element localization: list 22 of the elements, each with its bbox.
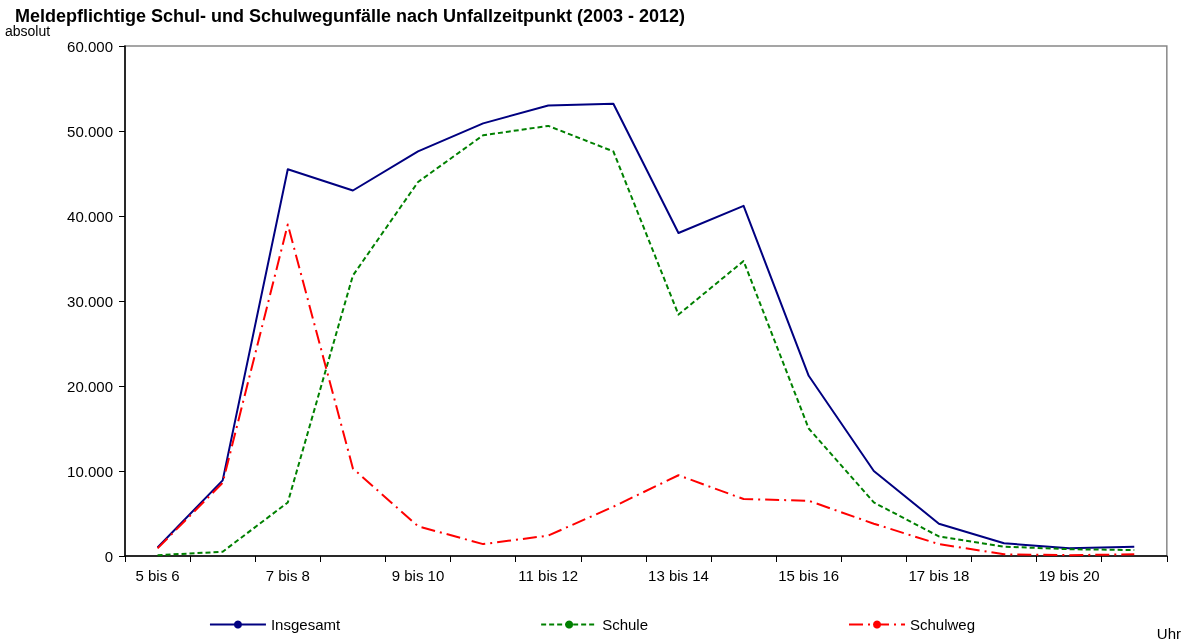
- legend-label: Schulweg: [910, 616, 976, 633]
- y-tick-label: 50.000: [67, 122, 113, 140]
- x-tick-label: 15 bis 16: [778, 567, 840, 584]
- y-axis-title: absolut: [5, 23, 51, 39]
- y-tick-label: 0: [104, 547, 113, 565]
- y-tick-label: 40.000: [67, 207, 113, 225]
- y-tick-label: 20.000: [67, 377, 113, 395]
- x-tick-label: 7 bis 8: [265, 567, 310, 584]
- y-tick-label: 10.000: [67, 462, 113, 480]
- x-tick-label: 11 bis 12: [518, 567, 579, 584]
- x-tick-label: 19 bis 20: [1038, 567, 1100, 584]
- x-axis-title: Uhr: [1156, 625, 1181, 641]
- x-tick-label: 5 bis 6: [135, 567, 180, 584]
- chart-title: Meldepflichtige Schul- und Schulwegunfälle nach Unfallzeitpunkt (2003 - 2012): [15, 6, 686, 26]
- y-tick-label: 30.000: [67, 292, 113, 310]
- line-series: [156, 223, 1136, 557]
- legend-label: Insgesamt: [270, 616, 341, 633]
- x-tick-label: 9 bis 10: [391, 567, 445, 584]
- x-tick-label: 17 bis 18: [908, 567, 970, 584]
- y-tick-label: 60.000: [67, 37, 113, 55]
- legend-label: Schule: [602, 616, 649, 633]
- x-tick-label: 13 bis 14: [648, 567, 709, 584]
